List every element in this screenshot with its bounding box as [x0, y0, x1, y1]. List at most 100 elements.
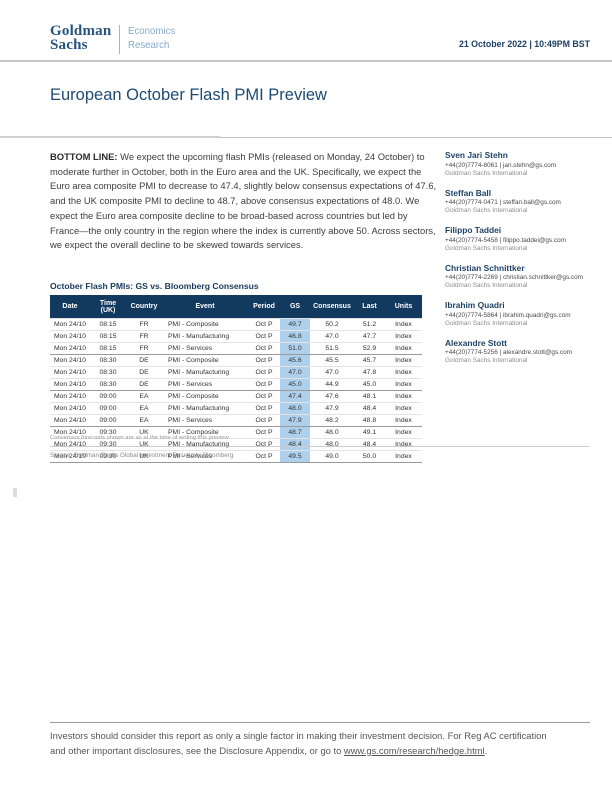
table-cell: EA	[126, 402, 162, 415]
table-cell: PMI - Composite	[162, 426, 248, 439]
author-block: Ibrahim Quadri +44(20)7774-5864 | ibrahim…	[445, 300, 595, 328]
table-cell: Mon 24/10	[50, 366, 90, 379]
table-cell: Index	[385, 402, 422, 415]
table-cell: Oct P	[248, 414, 280, 427]
author-contact: +44(20)7774-5864 | ibrahim.quadri@gs.com	[445, 312, 595, 320]
pmi-table-body: Mon 24/10 08:15 FR PMI - Composite Oct P 49.7…	[50, 318, 422, 463]
table-footnote: Consensus forecasts shown are as at the …	[50, 435, 231, 441]
author-name: Sven Jari Stehn	[445, 150, 508, 160]
table-cell: 09:00	[90, 414, 126, 427]
table-cell: 45.5	[310, 354, 354, 367]
bottom-line-text: We expect the upcoming flash PMIs (relea…	[50, 151, 437, 251]
table-cell: 48.0	[310, 426, 354, 439]
contact-separator: |	[497, 349, 503, 356]
table-cell: Mon 24/10	[50, 438, 90, 451]
author-block: Christian Schnittker +44(20)7774-2269 | c…	[445, 263, 595, 291]
table-cell: 48.0	[310, 438, 354, 451]
table-cell: Index	[385, 414, 422, 427]
goldman-sachs-logo: Goldman Sachs Economics Research	[50, 24, 180, 54]
table-cell: 51.2	[354, 318, 385, 331]
table-cell: Index	[385, 378, 422, 391]
author-phone: +44(20)7774-5864	[445, 311, 498, 319]
table-cell: Oct P	[248, 378, 280, 391]
table-cell: 48.4	[354, 402, 385, 415]
table-cell: Oct P	[248, 390, 280, 403]
logo-line2: Sachs	[50, 37, 88, 53]
table-cell: 47.0	[310, 366, 354, 379]
table-cell: Oct P	[248, 342, 280, 355]
table-cell: DE	[126, 378, 162, 391]
logo-line1: Goldman	[50, 23, 112, 39]
column-header: GS	[280, 295, 310, 319]
author-contact: +44(20)7774-5458 | filippo.taddei@gs.com	[445, 237, 595, 245]
table-cell: 08:30	[90, 378, 126, 391]
table-cell: UK	[126, 426, 162, 439]
table-cell: Oct P	[248, 366, 280, 379]
bottom-line-label: BOTTOM LINE:	[50, 151, 118, 162]
disclaimer-text: Investors should consider this report as…	[50, 730, 547, 756]
table-cell: Index	[385, 330, 422, 343]
table-cell: FR	[126, 318, 162, 331]
author-contact: +44(20)7774-0471 | steffan.ball@gs.com	[445, 199, 595, 207]
author-email: christian.schnittker@gs.com	[503, 274, 584, 281]
table-cell: PMI - Manufacturing	[162, 366, 248, 379]
author-phone: +44(20)7774-0471	[445, 199, 498, 206]
table-title: October Flash PMIs: GS vs. Bloomberg Con…	[50, 281, 259, 291]
author-name: Ibrahim Quadri	[445, 300, 505, 310]
author-email: alexandre.stott@gs.com	[503, 349, 573, 356]
author-phone: +44(20)7774-5256	[445, 349, 498, 356]
author-email: steffan.ball@gs.com	[503, 199, 561, 206]
author-phone: +44(20)7774-2269	[445, 274, 498, 281]
division-label: Economics Research	[128, 24, 175, 52]
table-cell: 47.9	[280, 414, 310, 427]
table-cell: PMI - Manufacturing	[162, 402, 248, 415]
table-cell: Mon 24/10	[50, 378, 90, 391]
table-cell: Mon 24/10	[50, 402, 90, 415]
table-cell: 48.1	[354, 390, 385, 403]
table-row: Mon 24/10 08:30 DE PMI - Services Oct P 45.0 4…	[50, 378, 422, 391]
author-email: ibrahim.quadri@gs.com	[503, 311, 571, 319]
table-cell: 47.6	[310, 390, 354, 403]
table-cell: 51.0	[280, 342, 310, 355]
bottom-line-paragraph: BOTTOM LINE: We expect the upcoming flas…	[50, 150, 438, 253]
column-header: Last	[354, 295, 385, 319]
table-cell: 48.4	[280, 438, 310, 451]
table-cell: 45.0	[280, 378, 310, 391]
table-cell: DE	[126, 354, 162, 367]
footer-divider	[50, 722, 590, 723]
column-header: Period	[248, 295, 280, 319]
table-cell: Oct P	[248, 438, 280, 451]
table-cell: 08:15	[90, 342, 126, 355]
table-cell: FR	[126, 342, 162, 355]
table-row: Mon 24/10 08:30 DE PMI - Manufacturing Oct P…	[50, 366, 422, 379]
table-cell: 48.8	[354, 414, 385, 427]
disclaimer-period: .	[484, 744, 488, 756]
table-cell: DE	[126, 366, 162, 379]
table-row: Mon 24/10 08:30 DE PMI - Composite Oct P 45.6…	[50, 354, 422, 367]
source-divider	[50, 446, 590, 447]
page-title: European October Flash PMI Preview	[50, 86, 327, 104]
table-cell: 08:15	[90, 318, 126, 331]
table-cell: Oct P	[248, 426, 280, 439]
pmi-forecast-table: Date Time (UK) Country Event Period GS Consens…	[50, 295, 422, 463]
table-cell: EA	[126, 390, 162, 403]
table-row: Mon 24/10 09:30 UK PMI - Composite Oct P 48.7…	[50, 426, 422, 439]
author-company: Goldman Sachs International	[445, 244, 528, 252]
column-header: Units	[385, 295, 422, 319]
author-contact: +44(20)7774-8061 | jari.stehn@gs.com	[445, 162, 595, 170]
table-cell: 45.7	[354, 354, 385, 367]
table-cell: Index	[385, 342, 422, 355]
table-cell: 09:00	[90, 390, 126, 403]
table-cell: Mon 24/10	[50, 426, 90, 439]
table-cell: 08:30	[90, 354, 126, 367]
table-cell: 49.5	[280, 450, 310, 463]
table-row: Mon 24/10 09:00 EA PMI - Services Oct P 47.9 4…	[50, 414, 422, 427]
author-email: filippo.taddei@gs.com	[503, 236, 566, 244]
table-cell: Oct P	[248, 330, 280, 343]
contact-separator: |	[497, 311, 503, 319]
table-cell: FR	[126, 330, 162, 343]
disclosure-link[interactable]: www.gs.com/research/hedge.html	[343, 744, 485, 756]
table-cell: Mon 24/10	[50, 450, 90, 463]
table-row: Mon 24/10 09:00 EA PMI - Manufacturing Oct P…	[50, 402, 422, 415]
division-line2: Research	[128, 39, 170, 51]
